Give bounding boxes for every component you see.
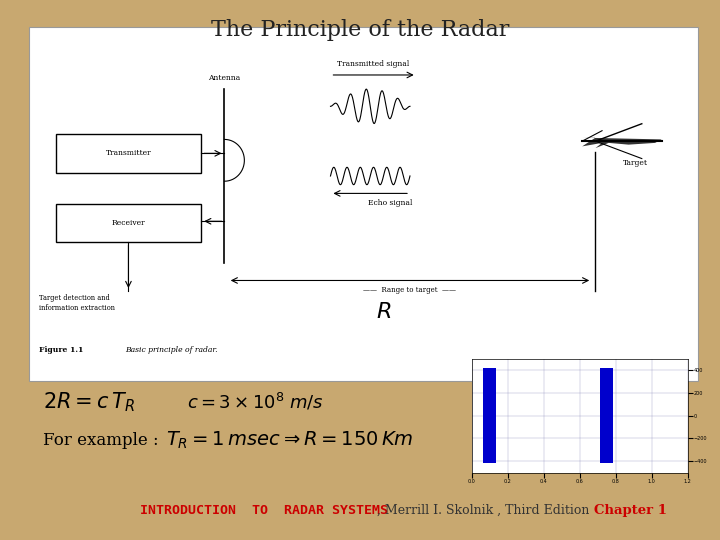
Bar: [483, 368, 496, 416]
Text: ——  Range to target  ——: —— Range to target ——: [364, 286, 456, 294]
Bar: [600, 416, 613, 463]
Text: $2R = c\,T_R$: $2R = c\,T_R$: [43, 390, 135, 414]
Bar: [55, 134, 202, 172]
Text: Receiver: Receiver: [112, 219, 145, 227]
Text: Basic principle of radar.: Basic principle of radar.: [125, 346, 217, 354]
Text: $c = 3 \times 10^8\; m/s$: $c = 3 \times 10^8\; m/s$: [187, 392, 324, 413]
Text: , Merrill I. Skolnik , Third Edition: , Merrill I. Skolnik , Third Edition: [373, 504, 590, 517]
Bar: [55, 204, 202, 242]
Text: Antenna: Antenna: [208, 74, 240, 82]
Text: The Principle of the Radar: The Principle of the Radar: [211, 19, 509, 40]
Text: Transmitted signal: Transmitted signal: [338, 60, 410, 68]
Bar: [483, 416, 496, 463]
Text: Chapter 1: Chapter 1: [594, 504, 667, 517]
Polygon shape: [582, 138, 662, 148]
Text: $\mathit{R}$: $\mathit{R}$: [376, 301, 391, 323]
Bar: [600, 368, 613, 416]
Text: Target detection and
information extraction: Target detection and information extract…: [39, 294, 115, 312]
Text: Echo signal: Echo signal: [368, 199, 413, 207]
Text: Transmitter: Transmitter: [106, 150, 151, 157]
Bar: [29, 27, 698, 381]
Text: INTRODUCTION  TO  RADAR SYSTEMS: INTRODUCTION TO RADAR SYSTEMS: [140, 504, 388, 517]
Text: Figure 1.1: Figure 1.1: [39, 346, 84, 354]
Text: $T_R = 1\,msec \Rightarrow R = 150\,Km$: $T_R = 1\,msec \Rightarrow R = 150\,Km$: [166, 429, 413, 451]
Text: For example :: For example :: [43, 431, 159, 449]
Text: Target: Target: [623, 159, 648, 166]
